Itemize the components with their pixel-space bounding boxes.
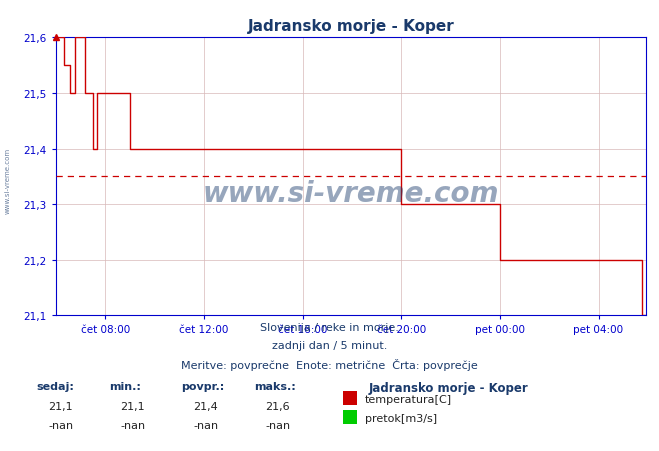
Text: temperatura[C]: temperatura[C]: [365, 394, 452, 404]
Text: -nan: -nan: [121, 420, 146, 430]
Text: -nan: -nan: [48, 420, 73, 430]
Text: Jadransko morje - Koper: Jadransko morje - Koper: [369, 381, 529, 394]
Text: www.si-vreme.com: www.si-vreme.com: [203, 179, 499, 207]
Text: min.:: min.:: [109, 381, 140, 391]
Text: povpr.:: povpr.:: [181, 381, 225, 391]
Text: pretok[m3/s]: pretok[m3/s]: [365, 413, 437, 423]
Text: 21,1: 21,1: [48, 401, 72, 411]
Text: maks.:: maks.:: [254, 381, 295, 391]
Text: -nan: -nan: [193, 420, 218, 430]
Text: Meritve: povprečne  Enote: metrične  Črta: povprečje: Meritve: povprečne Enote: metrične Črta:…: [181, 359, 478, 371]
Text: Slovenija / reke in morje.: Slovenija / reke in morje.: [260, 322, 399, 332]
Title: Jadransko morje - Koper: Jadransko morje - Koper: [248, 19, 454, 34]
Text: -nan: -nan: [266, 420, 291, 430]
Text: zadnji dan / 5 minut.: zadnji dan / 5 minut.: [272, 341, 387, 350]
Text: 21,1: 21,1: [121, 401, 145, 411]
Text: sedaj:: sedaj:: [36, 381, 74, 391]
Text: 21,4: 21,4: [193, 401, 218, 411]
Text: www.si-vreme.com: www.si-vreme.com: [5, 147, 11, 213]
Text: 21,6: 21,6: [266, 401, 290, 411]
